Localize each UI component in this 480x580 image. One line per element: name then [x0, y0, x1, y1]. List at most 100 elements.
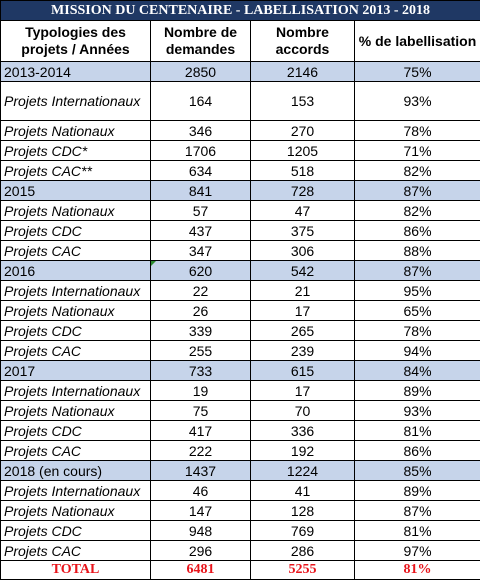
cell-accords: 306	[251, 241, 355, 261]
cell-accords: 615	[251, 361, 355, 381]
cell-accords: 336	[251, 421, 355, 441]
row-label: Projets Nationaux	[1, 201, 151, 221]
row-label: Projets CDC	[1, 221, 151, 241]
cell-labellisation: 97%	[355, 541, 480, 561]
cell-accords: 1205	[251, 141, 355, 161]
row-label: Projets CAC	[1, 341, 151, 361]
cell-accords: 41	[251, 481, 355, 501]
cell-accords: 542	[251, 261, 355, 281]
cell-accords: 270	[251, 121, 355, 141]
cell-labellisation: 94%	[355, 341, 480, 361]
row-label: Projets CDC	[1, 521, 151, 541]
cell-labellisation: 85%	[355, 461, 480, 481]
cell-labellisation: 81%	[355, 421, 480, 441]
cell-labellisation: 84%	[355, 361, 480, 381]
row-label: Projets Nationaux	[1, 401, 151, 421]
cell-labellisation: 81%	[355, 521, 480, 541]
header-row: Typologies des projets / Années Nombre d…	[1, 21, 480, 62]
cell-labellisation: 78%	[355, 121, 480, 141]
cell-accords: 286	[251, 541, 355, 561]
row-label: Projets CAC	[1, 441, 151, 461]
header-accords: Nombre accords	[251, 21, 355, 62]
row-label: Projets Nationaux	[1, 501, 151, 521]
cell-demandes: 1706	[151, 141, 251, 161]
cell-accords: 47	[251, 201, 355, 221]
cell-demandes: 948	[151, 521, 251, 541]
cell-demandes: 634	[151, 161, 251, 181]
row-label: Projets Internationaux	[1, 381, 151, 401]
cell-accords: 128	[251, 501, 355, 521]
cell-labellisation: 95%	[355, 281, 480, 301]
cell-accords: 375	[251, 221, 355, 241]
cell-labellisation: 86%	[355, 441, 480, 461]
cell-demandes: 437	[151, 221, 251, 241]
cell-demandes: 57	[151, 201, 251, 221]
cell-labellisation: 75%	[355, 62, 480, 82]
cell-labellisation: 89%	[355, 381, 480, 401]
row-label: 2013-2014	[1, 62, 151, 82]
row-label: 2017	[1, 361, 151, 381]
row-label: Projets Internationaux	[1, 82, 151, 121]
cell-demandes: 26	[151, 301, 251, 321]
cell-labellisation: 87%	[355, 501, 480, 521]
cell-demandes: 346	[151, 121, 251, 141]
cell-demandes: 1437	[151, 461, 251, 481]
cell-accords: 2146	[251, 62, 355, 82]
cell-accords: 192	[251, 441, 355, 461]
cell-demandes: 46	[151, 481, 251, 501]
cell-labellisation: 89%	[355, 481, 480, 501]
cell-labellisation: 87%	[355, 181, 480, 201]
row-label: Projets CDC*	[1, 141, 151, 161]
row-label: Projets CAC	[1, 241, 151, 261]
cell-demandes: 2850	[151, 62, 251, 82]
cell-accords: 1224	[251, 461, 355, 481]
cell-demandes: 164	[151, 82, 251, 121]
cell-demandes: 296	[151, 541, 251, 561]
header-demandes: Nombre de demandes	[151, 21, 251, 62]
cell-accords: 17	[251, 301, 355, 321]
cell-demandes: 19	[151, 381, 251, 401]
cell-demandes: 620	[151, 261, 251, 281]
cell-labellisation: 82%	[355, 201, 480, 221]
title-row: MISSION DU CENTENAIRE - LABELLISATION 20…	[1, 1, 480, 21]
cell-labellisation: 87%	[355, 261, 480, 281]
cell-accords: 265	[251, 321, 355, 341]
cell-demandes: 417	[151, 421, 251, 441]
row-label: Projets CDC	[1, 421, 151, 441]
row-label: Projets Internationaux	[1, 481, 151, 501]
cell-accords: 17	[251, 381, 355, 401]
cell-demandes: 841	[151, 181, 251, 201]
cell-labellisation: 93%	[355, 401, 480, 421]
cell-accords: 239	[251, 341, 355, 361]
cell-accords: 153	[251, 82, 355, 121]
cell-labellisation: 88%	[355, 241, 480, 261]
cell-demandes: 255	[151, 341, 251, 361]
row-label: 2015	[1, 181, 151, 201]
cell-labellisation: 93%	[355, 82, 480, 121]
cell-accords: 769	[251, 521, 355, 541]
cell-demandes: 75	[151, 401, 251, 421]
cell-accords: 21	[251, 281, 355, 301]
row-label: Projets CAC**	[1, 161, 151, 181]
